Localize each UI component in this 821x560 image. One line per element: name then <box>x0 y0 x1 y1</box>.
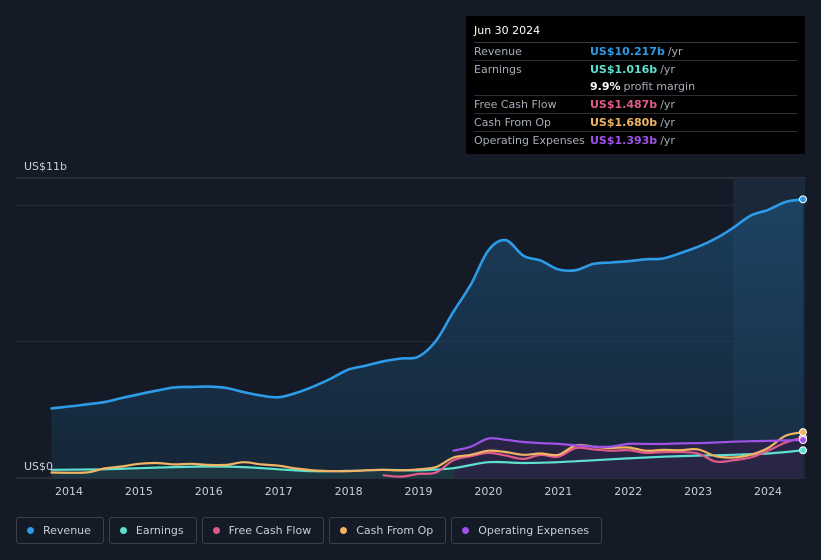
tooltip-value: US$1.393b <box>590 134 658 147</box>
legend-label: Earnings <box>135 524 184 537</box>
tooltip-unit: /yr <box>660 63 675 76</box>
earnings-endpoint <box>799 446 807 455</box>
tooltip-unit: /yr <box>660 134 675 147</box>
legend-item-cash-from-op[interactable]: Cash From Op <box>329 517 447 544</box>
free-cash-flow-line <box>382 436 805 478</box>
tooltip-label: Earnings <box>474 63 522 76</box>
tooltip-unit: /yr <box>660 116 675 129</box>
tooltip-value: US$1.680b <box>590 116 658 129</box>
x-tick-label: 2014 <box>55 485 83 498</box>
chart-legend: Revenue Earnings Free Cash Flow Cash Fro… <box>16 517 603 544</box>
tooltip-value: US$1.487b <box>590 98 658 111</box>
tooltip-row-profit-margin: 9.9% profit margin <box>474 78 797 96</box>
tooltip-unit: profit margin <box>623 80 696 93</box>
tooltip-unit: /yr <box>667 45 683 58</box>
tooltip-value: US$10.217b <box>590 45 665 58</box>
operating-expenses-line <box>452 437 805 452</box>
legend-dot-icon <box>340 527 348 534</box>
tooltip-row-free-cash-flow: Free Cash Flow US$1.487b /yr <box>474 96 797 114</box>
tooltip-unit: /yr <box>660 98 675 111</box>
tooltip-panel: Jun 30 2024 Revenue US$10.217b /yr Earni… <box>466 16 805 154</box>
x-tick-label: 2017 <box>265 485 293 498</box>
x-tick-label: 2023 <box>684 485 712 498</box>
legend-label: Operating Expenses <box>478 524 590 537</box>
x-tick-label: 2018 <box>335 485 363 498</box>
tooltip-label: Free Cash Flow <box>474 98 557 111</box>
tooltip-value: US$1.016b <box>590 63 658 76</box>
legend-dot-icon <box>27 527 34 534</box>
y-axis-bottom-label: US$0 <box>24 460 53 473</box>
tooltip-row-cash-from-op: Cash From Op US$1.680b /yr <box>474 114 797 132</box>
x-tick-label: 2022 <box>614 485 642 498</box>
legend-label: Revenue <box>43 524 91 537</box>
legend-dot-icon <box>462 527 470 534</box>
legend-label: Cash From Op <box>356 524 434 537</box>
revenue-line <box>50 198 805 410</box>
legend-dot-icon <box>119 527 127 534</box>
legend-item-earnings[interactable]: Earnings <box>108 517 197 544</box>
tooltip-row-earnings: Earnings US$1.016b /yr <box>474 61 797 78</box>
legend-item-free-cash-flow[interactable]: Free Cash Flow <box>201 517 325 544</box>
cash-from-op-endpoint <box>799 428 807 437</box>
x-tick-label: 2024 <box>754 485 782 498</box>
tooltip-label: Revenue <box>474 45 522 58</box>
revenue-endpoint <box>799 195 807 204</box>
earnings-line <box>50 449 805 473</box>
legend-label: Free Cash Flow <box>228 524 312 537</box>
y-axis-top-label: US$11b <box>24 160 67 173</box>
tooltip-row-revenue: Revenue US$10.217b /yr <box>474 43 797 61</box>
legend-item-revenue[interactable]: Revenue <box>16 517 104 544</box>
x-tick-label: 2015 <box>125 485 153 498</box>
x-tick-label: 2016 <box>195 485 223 498</box>
x-tick-label: 2020 <box>474 485 502 498</box>
legend-item-operating-expenses[interactable]: Operating Expenses <box>451 517 603 544</box>
tooltip-date: Jun 30 2024 <box>474 22 797 43</box>
cash-from-op-line <box>50 431 805 474</box>
x-tick-label: 2019 <box>405 485 433 498</box>
tooltip-label: Operating Expenses <box>474 134 585 147</box>
tooltip-row-operating-expenses: Operating Expenses US$1.393b /yr <box>474 132 797 149</box>
operating-expenses-endpoint <box>799 436 807 445</box>
x-tick-label: 2021 <box>544 485 572 498</box>
tooltip-label: Cash From Op <box>474 116 552 129</box>
tooltip-value: 9.9% <box>590 80 621 93</box>
legend-dot-icon <box>212 527 220 534</box>
revenue-area <box>51 199 803 478</box>
